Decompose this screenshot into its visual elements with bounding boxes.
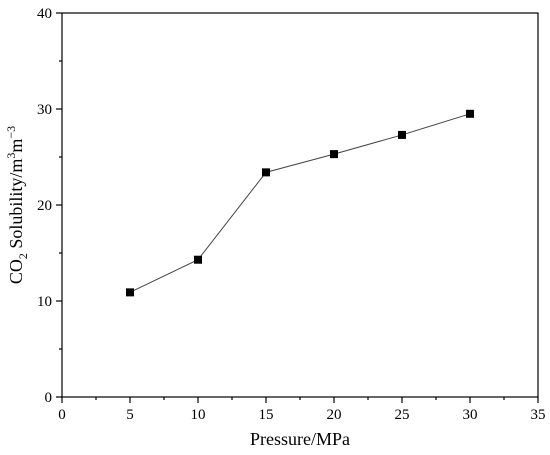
series-line xyxy=(129,113,471,293)
data-point xyxy=(194,255,202,264)
x-tick-label: 0 xyxy=(58,407,66,423)
x-tick-label: 15 xyxy=(259,407,274,423)
y-title-mid: m xyxy=(6,139,26,153)
axis-labels: Pressure/MPa CO2 Solubility/m3m−3 xyxy=(4,126,350,449)
series-group xyxy=(126,109,474,297)
y-tick-label: 10 xyxy=(37,294,52,310)
y-title-rest: Solubility/m xyxy=(6,159,26,254)
x-tick-label: 30 xyxy=(463,407,478,423)
y-tick-label: 0 xyxy=(45,390,53,406)
y-title-sup1: 3 xyxy=(4,153,18,159)
x-tick-label: 35 xyxy=(531,407,546,423)
data-point xyxy=(398,130,406,139)
y-tick-label: 40 xyxy=(37,6,52,22)
y-tick-label: 30 xyxy=(37,102,52,118)
x-tick-label: 20 xyxy=(327,407,342,423)
data-point xyxy=(330,150,338,159)
data-point xyxy=(466,109,474,118)
x-tick-label: 25 xyxy=(395,407,410,423)
x-tick-label: 10 xyxy=(191,407,206,423)
y-title-sup2: −3 xyxy=(4,126,18,139)
axes: 0 5 10 15 20 25 30 35 0 10 20 30 40 xyxy=(37,6,546,423)
y-title-base: CO xyxy=(6,259,26,284)
y-title-sub: 2 xyxy=(16,253,30,259)
plot-frame xyxy=(61,12,539,398)
y-tick-label: 20 xyxy=(37,198,52,214)
data-point xyxy=(126,288,134,297)
x-tick-label: 5 xyxy=(126,407,134,423)
data-point xyxy=(262,168,270,177)
x-axis-title: Pressure/MPa xyxy=(250,429,350,449)
y-axis-title: CO2 Solubility/m3m−3 xyxy=(4,126,30,284)
